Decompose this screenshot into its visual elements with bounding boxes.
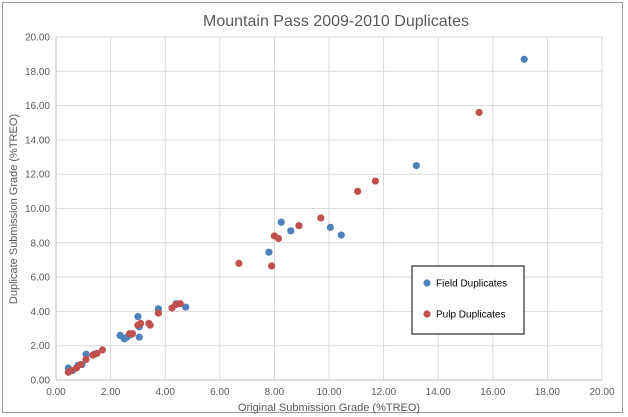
pulp-duplicate-point [76,360,85,369]
pulp-duplicate-point [93,349,101,358]
field-duplicate-point [134,312,142,321]
legend-box [411,265,525,335]
chart-area [2,2,623,413]
pulp-duplicate-point [82,355,90,364]
pulp-duplicate-point [274,234,283,243]
pulp-duplicate-point [475,108,483,117]
y-tick-label: 8.00 [31,238,51,249]
field-duplicate-point [135,333,143,341]
y-tick-label: 12.00 [25,170,50,181]
pulp-duplicate-point [128,330,137,338]
field-duplicate-point [520,55,528,63]
x-axis-ticks: 0.00 2.00 4.00 6.00 8.00 10.00 12.00 14.00 16.00… [46,387,615,398]
field-duplicate-point [265,248,273,256]
pulp-duplicate-point [371,177,380,185]
y-tick-label: 10.00 [25,204,50,215]
y-tick-label: 20.00 [25,33,50,44]
field-duplicate-point [182,303,190,311]
legend-label-field: Field Duplicates [436,279,507,290]
y-axis-ticks: 0.00 2.00 4.00 6.00 8.00 10.00 12.00 14.00 16.00… [25,33,50,387]
x-tick-label: 0.00 [46,387,66,398]
x-tick-label: 12.00 [371,387,396,398]
field-duplicate-point [326,223,334,231]
y-tick-label: 18.00 [25,67,50,78]
pulp-duplicate-point [235,259,243,267]
legend: Field Duplicates Pulp Duplicates [411,265,525,335]
x-tick-label: 16.00 [480,387,505,398]
pulp-duplicate-point [268,262,276,270]
x-tick-label: 4.00 [155,387,175,398]
pulp-duplicate-point [154,309,162,317]
y-axis-label: Duplicate Submission Grade (%TREO) [8,114,20,304]
y-tick-label: 6.00 [31,273,51,284]
x-tick-label: 6.00 [210,387,230,398]
y-tick-label: 4.00 [31,307,51,318]
y-tick-label: 16.00 [25,101,50,112]
x-tick-label: 8.00 [265,387,285,398]
pulp-duplicate-point [137,319,145,328]
y-tick-label: 14.00 [25,135,50,146]
pulp-duplicate-point [176,300,184,308]
legend-marker-field [423,279,431,287]
pulp-duplicate-point [146,321,154,329]
gridlines [55,36,603,381]
field-duplicate-point [337,231,345,239]
pulp-duplicate-point [295,222,303,230]
pulp-duplicate-point [98,346,107,354]
x-tick-label: 2.00 [101,387,121,398]
y-tick-label: 0.00 [31,376,51,387]
field-duplicate-point [82,350,90,358]
field-duplicate-point [277,218,285,226]
x-tick-label: 18.00 [535,387,560,398]
x-tick-label: 10.00 [316,387,341,398]
data-points [64,55,528,376]
legend-marker-pulp [423,310,431,318]
field-duplicate-point [412,162,420,170]
pulp-duplicate-point [317,214,325,222]
y-tick-label: 2.00 [31,341,51,352]
legend-label-pulp: Pulp Duplicates [436,310,505,321]
chart-title: Mountain Pass 2009-2010 Duplicates [203,13,469,30]
x-tick-label: 14.00 [426,387,451,398]
x-tick-label: 20.00 [589,387,614,398]
field-duplicate-point [287,227,295,235]
pulp-duplicate-point [354,187,362,195]
x-axis-label: Original Submission Grade (%TREO) [238,402,420,414]
pulp-duplicate-point [67,366,75,375]
